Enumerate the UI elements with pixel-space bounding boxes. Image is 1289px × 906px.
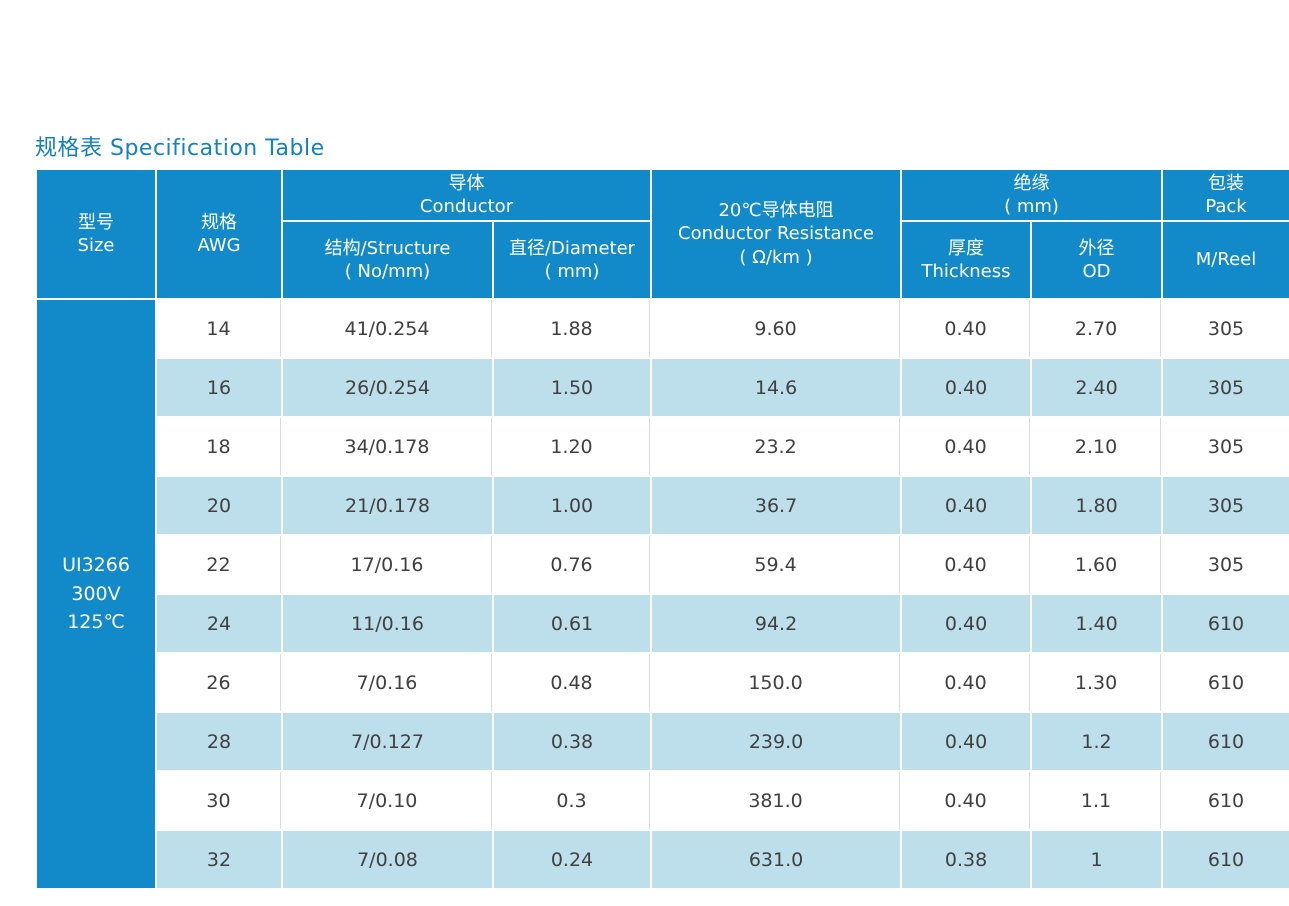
table-cell: 0.40 [902, 595, 1031, 652]
table-cell: 14.6 [652, 359, 901, 416]
table-cell: 150.0 [652, 654, 901, 711]
header-structure: 结构/Structure ( No/mm) [283, 222, 492, 298]
spec-table: 型号 Size 规格 AWG 导体 Conductor 20℃导体电阻 Cond… [35, 168, 1289, 890]
table-row: 28 7/0.127 0.38 239.0 0.40 1.2 610 [37, 713, 1289, 770]
table-cell: 610 [1163, 831, 1289, 888]
table-row: 20 21/0.178 1.00 36.7 0.40 1.80 305 [37, 477, 1289, 534]
table-cell: 305 [1163, 418, 1289, 475]
table-cell: 7/0.10 [283, 772, 492, 829]
table-cell: 2.70 [1032, 300, 1162, 357]
spec-table-body: UI3266 300V 125℃ 14 41/0.254 1.88 9.60 0.40 2.… [37, 300, 1289, 888]
header-conductor-group: 导体 Conductor [283, 170, 651, 220]
table-cell: 21/0.178 [283, 477, 492, 534]
header-conductor-resistance: 20℃导体电阻 Conductor Resistance ( Ω/km ) [652, 170, 901, 298]
table-row: 22 17/0.16 0.76 59.4 0.40 1.60 305 [37, 536, 1289, 593]
table-cell: 610 [1163, 654, 1289, 711]
table-cell: 0.40 [902, 477, 1031, 534]
table-cell: 631.0 [652, 831, 901, 888]
table-cell: 94.2 [652, 595, 901, 652]
page-title: 规格表 Specification Table [35, 136, 325, 161]
table-cell: 305 [1163, 536, 1289, 593]
table-cell: 1.88 [494, 300, 651, 357]
header-awg: 规格 AWG [157, 170, 281, 298]
table-cell: 24 [157, 595, 281, 652]
header-insulation-group: 绝缘 ( mm) [902, 170, 1162, 220]
table-cell: 2.40 [1032, 359, 1162, 416]
table-cell: 7/0.127 [283, 713, 492, 770]
table-cell: 41/0.254 [283, 300, 492, 357]
table-cell: 0.61 [494, 595, 651, 652]
table-cell: 305 [1163, 300, 1289, 357]
table-cell: 9.60 [652, 300, 901, 357]
table-cell: 0.3 [494, 772, 651, 829]
table-cell: 23.2 [652, 418, 901, 475]
table-cell: 1.30 [1032, 654, 1162, 711]
table-cell: 59.4 [652, 536, 901, 593]
table-cell: 0.38 [494, 713, 651, 770]
table-cell: 0.40 [902, 418, 1031, 475]
table-cell: 1.40 [1032, 595, 1162, 652]
header-pack-group: 包装 Pack [1163, 170, 1289, 220]
table-cell: 7/0.08 [283, 831, 492, 888]
header-diameter: 直径/Diameter ( mm) [494, 222, 651, 298]
table-cell: 26 [157, 654, 281, 711]
table-cell: 30 [157, 772, 281, 829]
table-cell: 1.60 [1032, 536, 1162, 593]
table-row: 24 11/0.16 0.61 94.2 0.40 1.40 610 [37, 595, 1289, 652]
table-cell: 34/0.178 [283, 418, 492, 475]
table-cell: 610 [1163, 772, 1289, 829]
table-cell: 610 [1163, 595, 1289, 652]
table-cell: 1.20 [494, 418, 651, 475]
header-reel: M/Reel [1163, 222, 1289, 298]
table-row: 30 7/0.10 0.3 381.0 0.40 1.1 610 [37, 772, 1289, 829]
table-cell: 18 [157, 418, 281, 475]
table-cell: 32 [157, 831, 281, 888]
table-cell: 14 [157, 300, 281, 357]
table-row: 16 26/0.254 1.50 14.6 0.40 2.40 305 [37, 359, 1289, 416]
table-cell: 0.76 [494, 536, 651, 593]
table-cell: 0.40 [902, 300, 1031, 357]
table-cell: 610 [1163, 713, 1289, 770]
table-cell: 2.10 [1032, 418, 1162, 475]
table-cell: 26/0.254 [283, 359, 492, 416]
table-cell: 17/0.16 [283, 536, 492, 593]
table-cell: 1.50 [494, 359, 651, 416]
table-cell: 1.00 [494, 477, 651, 534]
table-cell: 1.2 [1032, 713, 1162, 770]
table-row: UI3266 300V 125℃ 14 41/0.254 1.88 9.60 0.40 2.… [37, 300, 1289, 888]
table-cell: 305 [1163, 359, 1289, 416]
table-cell: 1.80 [1032, 477, 1162, 534]
table-cell: 0.40 [902, 536, 1031, 593]
table-cell: 20 [157, 477, 281, 534]
table-cell: 0.48 [494, 654, 651, 711]
table-cell: 239.0 [652, 713, 901, 770]
table-cell: 1.1 [1032, 772, 1162, 829]
table-row: 26 7/0.16 0.48 150.0 0.40 1.30 610 [37, 654, 1289, 711]
spec-table-header: 型号 Size 规格 AWG 导体 Conductor 20℃导体电阻 Cond… [37, 170, 1289, 298]
table-cell: 381.0 [652, 772, 901, 829]
table-cell: 0.24 [494, 831, 651, 888]
table-cell: 0.40 [902, 713, 1031, 770]
table-cell: 0.40 [902, 772, 1031, 829]
table-cell: 22 [157, 536, 281, 593]
header-thickness: 厚度 Thickness [902, 222, 1031, 298]
table-cell: 36.7 [652, 477, 901, 534]
table-cell: 1 [1032, 831, 1162, 888]
table-row: 18 34/0.178 1.20 23.2 0.40 2.10 305 [37, 418, 1289, 475]
header-od: 外径 OD [1032, 222, 1162, 298]
table-cell: 0.40 [902, 359, 1031, 416]
table-cell: 11/0.16 [283, 595, 492, 652]
table-cell: 7/0.16 [283, 654, 492, 711]
table-cell: 16 [157, 359, 281, 416]
model-cell: UI3266 300V 125℃ [37, 300, 155, 888]
table-row: 32 7/0.08 0.24 631.0 0.38 1 610 [37, 831, 1289, 888]
table-cell: 305 [1163, 477, 1289, 534]
table-cell: 0.38 [902, 831, 1031, 888]
header-size: 型号 Size [37, 170, 155, 298]
table-cell: 0.40 [902, 654, 1031, 711]
table-cell: 28 [157, 713, 281, 770]
